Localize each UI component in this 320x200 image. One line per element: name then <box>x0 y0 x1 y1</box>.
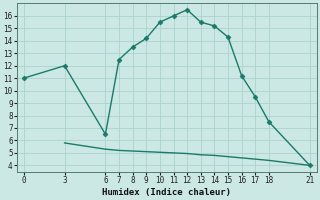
X-axis label: Humidex (Indice chaleur): Humidex (Indice chaleur) <box>102 188 231 197</box>
